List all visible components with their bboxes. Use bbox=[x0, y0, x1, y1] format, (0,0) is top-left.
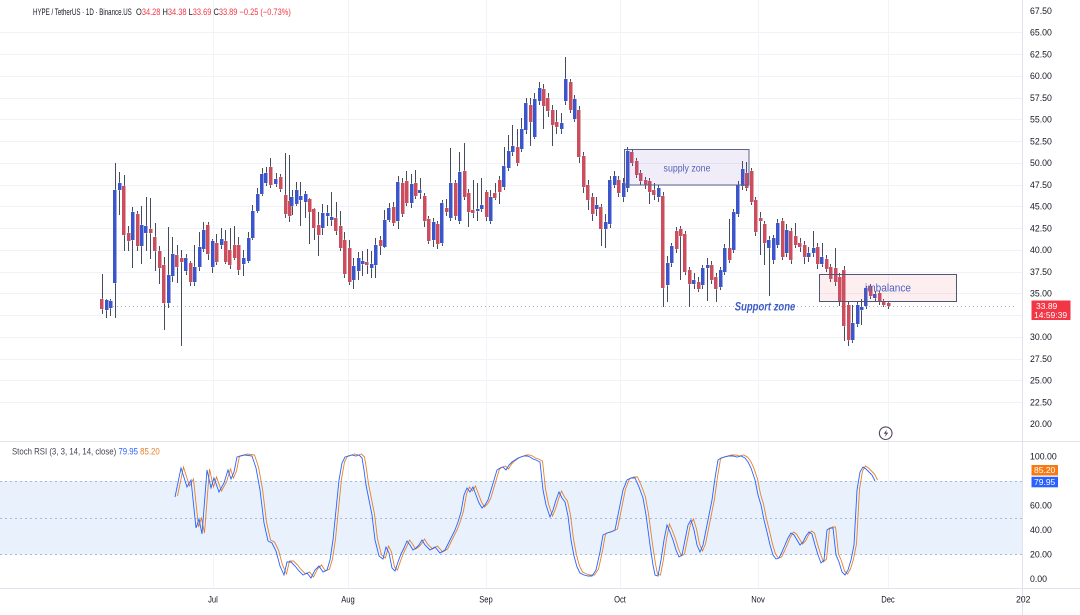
svg-text:HYPE / TetherUS · 1D · Binance: HYPE / TetherUS · 1D · Binance.US bbox=[33, 7, 132, 18]
svg-text:50.00: 50.00 bbox=[1030, 158, 1052, 168]
svg-text:27.50: 27.50 bbox=[1030, 354, 1052, 364]
svg-text:35.00: 35.00 bbox=[1030, 288, 1052, 298]
svg-text:37.50: 37.50 bbox=[1030, 267, 1052, 277]
svg-text:0.00: 0.00 bbox=[1030, 574, 1047, 584]
svg-text:60.00: 60.00 bbox=[1030, 500, 1052, 510]
svg-text:85.20: 85.20 bbox=[1034, 465, 1056, 475]
svg-text:57.50: 57.50 bbox=[1030, 93, 1052, 103]
svg-text:22.50: 22.50 bbox=[1030, 397, 1052, 407]
svg-text:20.00: 20.00 bbox=[1030, 419, 1052, 429]
svg-text:45.00: 45.00 bbox=[1030, 201, 1052, 211]
svg-text:Support zone: Support zone bbox=[735, 301, 795, 314]
svg-text:Dec: Dec bbox=[881, 594, 895, 605]
svg-text:20.00: 20.00 bbox=[1030, 549, 1052, 559]
svg-text:25.00: 25.00 bbox=[1030, 375, 1052, 385]
svg-text:O34.28 H34.38 L33.69 C33.89 −0: O34.28 H34.38 L33.69 C33.89 −0.25 (−0.73… bbox=[136, 7, 291, 17]
svg-text:40.00: 40.00 bbox=[1030, 525, 1052, 535]
svg-text:79.95: 79.95 bbox=[1034, 477, 1056, 487]
svg-text:47.50: 47.50 bbox=[1030, 180, 1052, 190]
svg-text:14:59:39: 14:59:39 bbox=[1034, 310, 1067, 320]
svg-text:Jul: Jul bbox=[208, 594, 218, 605]
svg-text:67.50: 67.50 bbox=[1030, 6, 1052, 16]
svg-text:42.50: 42.50 bbox=[1030, 223, 1052, 233]
svg-text:Aug: Aug bbox=[341, 594, 355, 605]
svg-text:33.89: 33.89 bbox=[1036, 301, 1058, 311]
svg-text:Oct: Oct bbox=[614, 594, 626, 605]
svg-text:202: 202 bbox=[1016, 594, 1031, 604]
svg-text:100.00: 100.00 bbox=[1030, 451, 1057, 461]
svg-text:55.00: 55.00 bbox=[1030, 114, 1052, 124]
svg-text:Nov: Nov bbox=[751, 594, 765, 605]
svg-text:Sep: Sep bbox=[479, 594, 493, 605]
svg-text:40.00: 40.00 bbox=[1030, 245, 1052, 255]
svg-text:65.00: 65.00 bbox=[1030, 27, 1052, 37]
svg-text:62.50: 62.50 bbox=[1030, 49, 1052, 59]
svg-text:supply zone: supply zone bbox=[664, 162, 711, 174]
svg-text:60.00: 60.00 bbox=[1030, 71, 1052, 81]
svg-text:imbalance: imbalance bbox=[865, 282, 911, 294]
svg-text:52.50: 52.50 bbox=[1030, 136, 1052, 146]
svg-text:Stoch RSI (3, 3, 14, 14, close: Stoch RSI (3, 3, 14, 14, close) 79.95 85… bbox=[12, 446, 160, 457]
svg-text:30.00: 30.00 bbox=[1030, 332, 1052, 342]
